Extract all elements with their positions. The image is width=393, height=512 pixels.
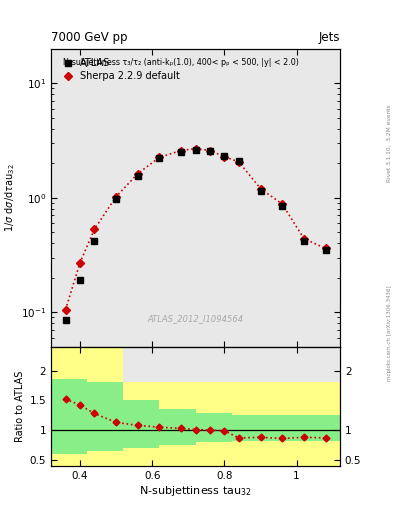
- Bar: [160, 382, 196, 466]
- Text: 7000 GeV pp: 7000 GeV pp: [51, 31, 128, 44]
- Bar: [123, 382, 160, 466]
- ATLAS: [237, 158, 241, 164]
- Sherpa 2.2.9 default: [222, 154, 227, 160]
- Sherpa 2.2.9 default: [301, 236, 306, 242]
- ATLAS: [323, 247, 328, 253]
- Y-axis label: 1/$\sigma$ d$\sigma$/d$\tau$au$_{32}$: 1/$\sigma$ d$\sigma$/d$\tau$au$_{32}$: [3, 163, 17, 232]
- Sherpa 2.2.9 default: [323, 245, 328, 251]
- Sherpa 2.2.9 default: [78, 260, 83, 266]
- Sherpa 2.2.9 default: [92, 226, 97, 232]
- Sherpa 2.2.9 default: [63, 307, 68, 313]
- Bar: [304, 382, 340, 466]
- Text: Jets: Jets: [318, 31, 340, 44]
- Sherpa 2.2.9 default: [193, 145, 198, 152]
- Bar: [123, 400, 160, 448]
- Bar: [196, 414, 231, 442]
- ATLAS: [179, 149, 184, 155]
- Sherpa 2.2.9 default: [179, 147, 184, 154]
- Bar: [51, 379, 87, 454]
- Text: N-subjettiness τ₃/τ₂ (anti-kₚ(1.0), 400< pₚ < 500, |y| < 2.0): N-subjettiness τ₃/τ₂ (anti-kₚ(1.0), 400<…: [62, 57, 299, 67]
- Bar: [231, 382, 304, 466]
- ATLAS: [136, 173, 140, 179]
- Bar: [304, 415, 340, 441]
- Sherpa 2.2.9 default: [114, 194, 118, 200]
- ATLAS: [78, 277, 83, 283]
- Bar: [160, 409, 196, 445]
- X-axis label: N-subjettiness tau$_{32}$: N-subjettiness tau$_{32}$: [139, 483, 252, 498]
- ATLAS: [63, 317, 68, 324]
- Bar: [231, 415, 304, 441]
- ATLAS: [114, 196, 118, 202]
- Line: ATLAS: ATLAS: [62, 147, 329, 324]
- ATLAS: [92, 238, 97, 244]
- Y-axis label: Ratio to ATLAS: Ratio to ATLAS: [15, 371, 26, 442]
- ATLAS: [208, 148, 212, 154]
- Sherpa 2.2.9 default: [157, 154, 162, 160]
- Bar: [87, 341, 123, 466]
- Sherpa 2.2.9 default: [258, 185, 263, 191]
- Text: ATLAS_2012_I1094564: ATLAS_2012_I1094564: [147, 314, 244, 323]
- ATLAS: [193, 147, 198, 153]
- ATLAS: [258, 187, 263, 194]
- Legend: ATLAS, Sherpa 2.2.9 default: ATLAS, Sherpa 2.2.9 default: [56, 53, 185, 86]
- Text: Rivet 3.1.10,  3.2M events: Rivet 3.1.10, 3.2M events: [387, 104, 392, 182]
- Bar: [87, 382, 123, 451]
- ATLAS: [222, 153, 227, 159]
- Sherpa 2.2.9 default: [280, 201, 285, 207]
- Sherpa 2.2.9 default: [237, 159, 241, 165]
- Bar: [196, 382, 231, 466]
- ATLAS: [301, 238, 306, 244]
- Bar: [51, 341, 87, 466]
- Text: mcplots.cern.ch [arXiv:1306.3436]: mcplots.cern.ch [arXiv:1306.3436]: [387, 285, 392, 380]
- Line: Sherpa 2.2.9 default: Sherpa 2.2.9 default: [63, 146, 328, 312]
- Sherpa 2.2.9 default: [208, 147, 212, 154]
- Sherpa 2.2.9 default: [136, 170, 140, 177]
- ATLAS: [157, 155, 162, 161]
- ATLAS: [280, 203, 285, 209]
